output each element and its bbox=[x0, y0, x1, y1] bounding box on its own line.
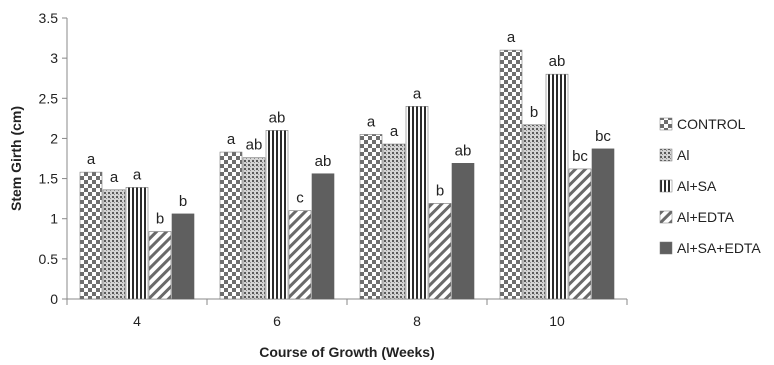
legend-label: CONTROL bbox=[677, 116, 746, 132]
x-axis-title: Course of Growth (Weeks) bbox=[259, 344, 435, 360]
x-tick-label: 4 bbox=[133, 313, 141, 329]
bar-al-week-4 bbox=[102, 189, 126, 300]
x-tick-label: 10 bbox=[549, 313, 565, 329]
legend-swatch-al-edta bbox=[659, 210, 673, 224]
significance-label: ab bbox=[246, 137, 263, 154]
bar-al-week-6 bbox=[242, 157, 266, 300]
legend-swatch-al bbox=[659, 148, 673, 162]
significance-label: a bbox=[227, 131, 236, 148]
bar-al-sa-edta-week-10 bbox=[591, 148, 615, 300]
x-tick-label: 8 bbox=[413, 313, 421, 329]
significance-label: ab bbox=[269, 109, 286, 126]
bar-al-sa-edta-week-4 bbox=[171, 213, 195, 300]
significance-label: a bbox=[390, 123, 399, 140]
bar-al-week-10 bbox=[522, 124, 546, 300]
significance-label: b bbox=[156, 211, 164, 228]
y-tick-label: 3.5 bbox=[39, 10, 59, 26]
bar-control-week-6 bbox=[219, 151, 243, 300]
legend-label: Al bbox=[677, 147, 689, 163]
bar-control-week-4 bbox=[79, 171, 103, 300]
bars bbox=[79, 49, 615, 300]
significance-label: ab bbox=[315, 153, 332, 170]
y-tick-label: 0.5 bbox=[39, 251, 59, 267]
bar-al-sa-week-4 bbox=[125, 187, 149, 300]
significance-label: a bbox=[367, 113, 376, 130]
significance-label: bc bbox=[595, 128, 611, 145]
significance-label: bc bbox=[572, 148, 588, 165]
y-tick-label: 2 bbox=[50, 130, 58, 146]
bar-al-edta-week-10 bbox=[568, 168, 592, 300]
bar-al-sa-week-8 bbox=[405, 106, 429, 300]
significance-label: b bbox=[436, 182, 444, 199]
bar-al-sa-edta-week-6 bbox=[311, 173, 335, 300]
y-tick-label: 1 bbox=[50, 211, 58, 227]
significance-label: b bbox=[530, 104, 538, 121]
y-axis-title: Stem Girth (cm) bbox=[8, 106, 24, 211]
significance-label: ab bbox=[549, 53, 566, 70]
legend-label: Al+SA+EDTA bbox=[677, 240, 761, 256]
legend: CONTROL Al Al+SA Al+EDTA Al+SA+EDTA bbox=[659, 116, 761, 256]
bar-al-sa-edta-week-8 bbox=[451, 163, 475, 300]
bar-al-sa-week-10 bbox=[545, 73, 569, 300]
significance-label: a bbox=[413, 85, 422, 102]
legend-swatch-control bbox=[659, 117, 673, 131]
legend-swatch-al-sa-edta bbox=[659, 241, 673, 255]
significance-label: a bbox=[87, 151, 96, 168]
y-tick-label: 0 bbox=[50, 291, 58, 307]
bar-al-edta-week-6 bbox=[288, 210, 312, 300]
y-tick-label: 2.5 bbox=[39, 90, 59, 106]
x-tick-label: 6 bbox=[273, 313, 281, 329]
bar-al-edta-week-4 bbox=[148, 231, 172, 300]
legend-label: Al+SA bbox=[677, 178, 717, 194]
significance-label: a bbox=[110, 169, 119, 186]
bar-al-edta-week-8 bbox=[428, 203, 452, 300]
bar-control-week-10 bbox=[499, 49, 523, 300]
bar-al-sa-week-6 bbox=[265, 130, 289, 300]
y-tick-label: 1.5 bbox=[39, 171, 59, 187]
axes: 0 0.5 1 1.5 2 2.5 3 3.5 4 6 8 10 Course of Growth (W… bbox=[8, 10, 628, 360]
y-tick-label: 3 bbox=[50, 50, 58, 66]
legend-swatch-al-sa bbox=[659, 179, 673, 193]
significance-label: ab bbox=[455, 142, 472, 159]
legend-label: Al+EDTA bbox=[677, 209, 735, 225]
significance-label: b bbox=[179, 193, 187, 210]
significance-label: a bbox=[133, 166, 142, 183]
significance-label: a bbox=[507, 29, 516, 46]
significance-label: c bbox=[296, 190, 304, 207]
bar-al-week-8 bbox=[382, 143, 406, 300]
bar-control-week-8 bbox=[359, 134, 383, 300]
